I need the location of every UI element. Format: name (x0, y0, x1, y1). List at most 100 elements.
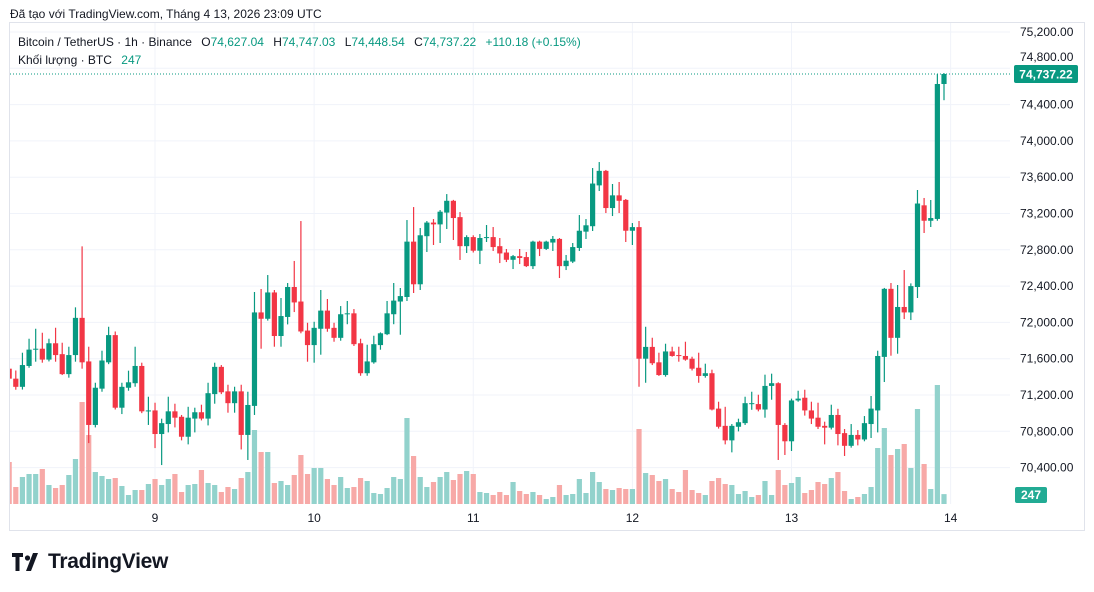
volume-bar (775, 470, 781, 504)
time-tick-label: 13 (785, 511, 799, 525)
time-tick-label: 10 (307, 511, 321, 525)
volume-bar (251, 430, 258, 504)
tradingview-logo[interactable]: TradingView (12, 550, 168, 574)
candle-body (231, 391, 238, 404)
candle-body (609, 195, 616, 209)
candle-body (795, 398, 801, 401)
candle-body (762, 385, 768, 410)
volume-bar (795, 477, 801, 504)
volume-bar (735, 494, 742, 504)
candle-body (689, 358, 695, 369)
candle-body (46, 343, 52, 360)
candle-body (636, 227, 642, 359)
volume-bar (192, 484, 198, 504)
volume-bar (875, 448, 881, 504)
volume-bar (536, 495, 543, 504)
candle-body (881, 288, 887, 357)
price-axis[interactable]: 75,200.00 74,800.00 74,400.00 74,000.00 73,6… (1020, 25, 1074, 475)
time-axis[interactable]: 9 10 11 12 13 14 (152, 511, 958, 525)
time-tick-label: 9 (152, 511, 159, 525)
candle-body (782, 424, 788, 442)
candle-body (364, 361, 370, 374)
candle-body (384, 313, 390, 335)
candle-body (861, 423, 868, 440)
volume-bar (324, 479, 331, 504)
volume-bar (855, 497, 861, 504)
volume-bar (596, 482, 602, 504)
candle-body (99, 360, 105, 389)
volume-bar (132, 490, 138, 504)
last-price-badge (1014, 64, 1078, 83)
volume-bar (265, 452, 271, 504)
candle-body (192, 412, 198, 419)
volume-bar (52, 488, 59, 504)
candle-body (709, 373, 715, 410)
candle-body (457, 217, 463, 247)
candle-body (351, 313, 357, 345)
price-tick-label: 70,800.00 (1020, 424, 1074, 438)
volume-bar (868, 487, 874, 504)
legend-low-label: L (344, 35, 352, 49)
volume-bar (66, 475, 72, 504)
volume-bar (106, 479, 112, 504)
candle-body (331, 327, 337, 338)
candle-body (835, 414, 841, 435)
volume-bar (92, 472, 98, 504)
volume-bar (304, 474, 311, 504)
candle-body (10, 368, 12, 379)
price-tick-label: 70,400.00 (1020, 461, 1074, 475)
legend-volume-label[interactable]: Khối lượng · BTC (18, 53, 112, 67)
candle-body (119, 386, 125, 408)
volume-bar (99, 476, 105, 504)
price-tick-label: 72,400.00 (1020, 279, 1074, 293)
chart-caption: Đã tạo với TradingView.com, Tháng 4 13, … (10, 7, 322, 21)
volume-bar (788, 483, 795, 504)
volume-bar (212, 485, 218, 504)
candle-body (271, 292, 277, 337)
candle-body (238, 391, 244, 435)
volume-bar (377, 494, 384, 504)
candle-body (848, 434, 854, 446)
volume-bar (391, 477, 397, 504)
volume-bar (298, 455, 304, 504)
volume-bar (815, 482, 821, 504)
candle-body (304, 330, 311, 346)
volume-bar (26, 474, 32, 504)
candle-body (19, 365, 26, 387)
candle-body (530, 241, 536, 267)
candle-body (245, 404, 251, 435)
grid (10, 23, 1010, 504)
candle-body (490, 237, 496, 248)
volume-bar (669, 489, 675, 504)
volume-bar (72, 459, 79, 504)
volume-bar (715, 478, 722, 504)
volume-bar (523, 494, 529, 504)
volume-bar (861, 494, 868, 504)
candle-body (483, 237, 490, 239)
volume-bar (172, 474, 178, 504)
volume-bar (676, 492, 682, 504)
candle-body (430, 222, 437, 225)
volume-bar (483, 493, 490, 504)
candle-body (788, 400, 795, 442)
volume-bar (908, 468, 914, 504)
volume-bar (503, 495, 510, 504)
legend-symbol[interactable]: Bitcoin / TetherUS · 1h · Binance (18, 35, 192, 49)
volume-bar (198, 470, 205, 504)
volume-bar (841, 491, 848, 504)
legend-volume-value: 247 (121, 53, 142, 67)
volume-bar (424, 487, 430, 504)
legend-high-label: H (273, 35, 282, 49)
volume-bar (696, 493, 702, 504)
volume-bar (231, 489, 238, 504)
volume-bar (125, 495, 132, 504)
volume-bar (603, 489, 609, 504)
price-tick-label: 74,400.00 (1020, 98, 1074, 112)
volume-bar (623, 489, 629, 504)
candle-body (596, 170, 602, 186)
volume-bar (218, 492, 224, 504)
volume-bar (470, 474, 476, 504)
candle-body (258, 312, 264, 319)
volume-bar (629, 489, 635, 504)
